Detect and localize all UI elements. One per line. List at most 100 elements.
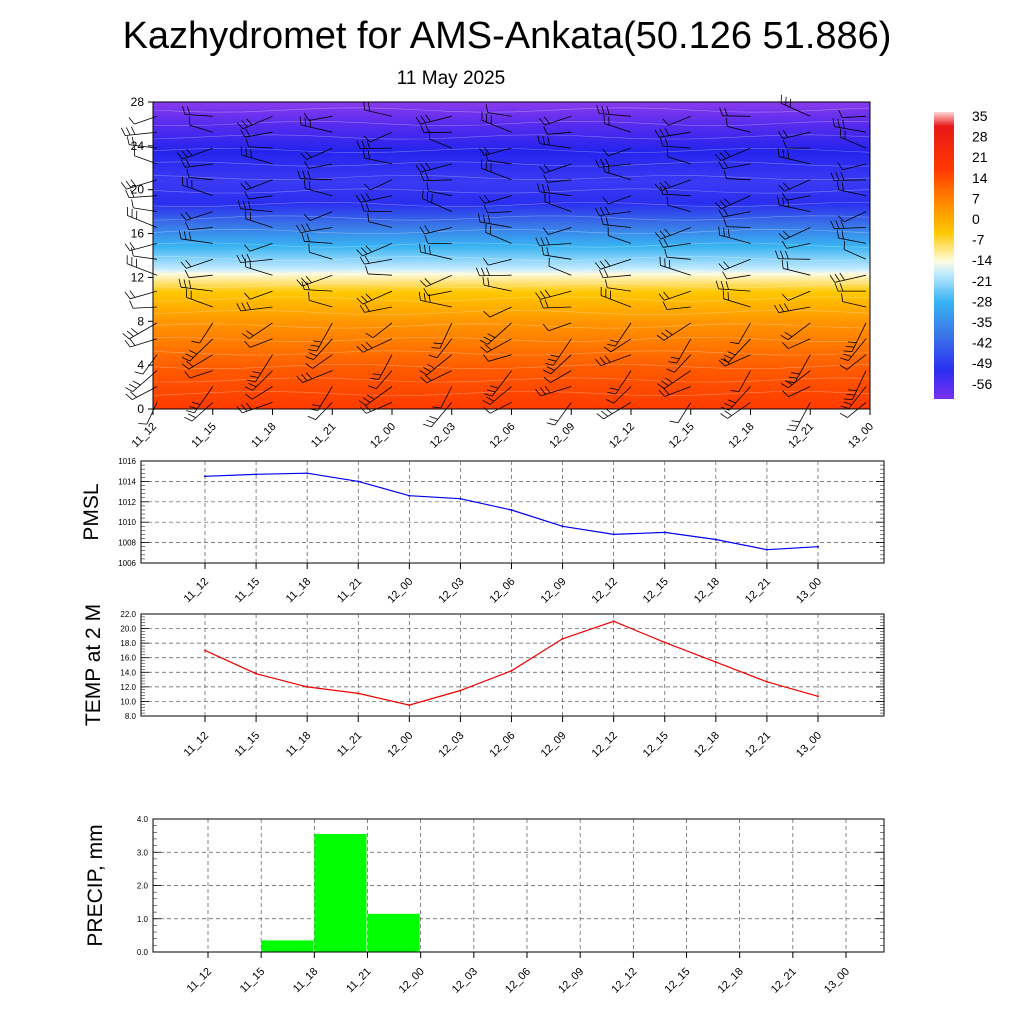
wind-barb <box>428 338 453 359</box>
wind-barb <box>483 402 512 414</box>
wind-barb <box>180 158 213 168</box>
wind-barb <box>415 162 452 173</box>
wind-barb <box>419 274 452 287</box>
wind-barb <box>539 163 572 174</box>
wind-barb <box>356 243 393 257</box>
y-tick-label: 12 <box>131 270 145 284</box>
wind-barb <box>244 243 273 252</box>
wind-barb <box>730 322 751 345</box>
wind-barb <box>356 140 393 150</box>
wind-barb <box>599 269 632 279</box>
x-tick-label: 12_21 <box>769 966 799 996</box>
x-tick-label: 11_18 <box>284 730 314 760</box>
precip-panel: 0.0 1.0 2.0 3.0 4.0 11_12 11_15 11_18 11_21 12_00… <box>84 815 885 996</box>
wind-barb <box>308 291 333 308</box>
isotherm-line <box>152 282 871 288</box>
x-tick-label: 11_12 <box>185 966 215 996</box>
wind-barb <box>420 172 452 182</box>
wind-barb <box>662 115 691 126</box>
wind-barb <box>370 354 393 380</box>
wind-barb <box>363 131 393 143</box>
wind-barb <box>422 190 452 212</box>
data-point <box>714 661 717 664</box>
page-subtitle: 11 May 2025 <box>397 68 505 89</box>
wind-barb <box>723 170 751 181</box>
wind-barb <box>542 354 572 375</box>
y-tick-label: 14.0 <box>120 668 136 677</box>
wind-barb <box>480 338 512 353</box>
wind-barb <box>840 386 867 409</box>
wind-barb <box>236 253 273 264</box>
data-point <box>663 531 666 534</box>
wind-barb <box>242 322 273 339</box>
colorbar-label: -21 <box>972 273 992 289</box>
cross-section-x-axis: 11_12 11_15 11_18 11_21 12_00 12_03 12_06 12_09… <box>130 409 876 451</box>
wind-barb <box>303 160 333 169</box>
wind-barb <box>120 126 158 136</box>
colorbar-label: 7 <box>972 190 980 206</box>
y-tick-label: 8 <box>137 314 144 328</box>
wind-barb <box>481 159 512 181</box>
wind-barb <box>126 206 158 228</box>
isotherm-line <box>152 337 871 343</box>
wind-barb <box>669 402 692 424</box>
wind-barb <box>181 354 214 370</box>
wind-barb <box>720 402 751 419</box>
plot-frame <box>140 613 885 717</box>
x-tick-label: 12_03 <box>450 966 480 996</box>
data-point <box>765 548 768 551</box>
precip-bar <box>314 834 367 952</box>
x-tick-label: 11_21 <box>309 421 339 451</box>
wind-barb <box>184 370 213 379</box>
wind-barb <box>539 115 572 126</box>
wind-barb <box>483 354 512 362</box>
isotherm-line <box>152 120 871 127</box>
wind-barb <box>363 101 393 117</box>
wind-barb <box>184 221 213 230</box>
wind-barb <box>544 193 572 212</box>
wind-barb <box>478 213 512 228</box>
wind-barb <box>654 227 691 240</box>
wind-barb <box>722 271 751 280</box>
data-point <box>255 672 258 675</box>
wind-barb <box>180 258 213 269</box>
wind-barb <box>543 174 572 183</box>
y-tick-label: 1016 <box>118 457 136 466</box>
wind-barb <box>236 115 273 130</box>
data-point <box>459 497 462 500</box>
isotherm-line <box>152 134 871 140</box>
wind-barb <box>777 148 811 165</box>
wind-barb <box>718 160 751 170</box>
y-tick-label: 1008 <box>118 539 136 548</box>
wind-barb <box>176 147 213 160</box>
wind-barbs <box>120 94 867 432</box>
wind-barb <box>482 386 512 405</box>
wind-barb <box>543 370 572 383</box>
wind-barb <box>542 227 572 235</box>
wind-barb <box>305 354 333 369</box>
x-tick-label: 12_00 <box>397 966 427 996</box>
colorbar-ramp <box>934 112 954 399</box>
wind-barb <box>718 208 751 218</box>
wind-barb <box>834 282 866 292</box>
wind-barb <box>138 402 158 425</box>
wind-barb <box>191 322 214 344</box>
wind-barb <box>178 230 213 244</box>
wind-barb <box>537 183 572 197</box>
isotherm-line <box>152 296 871 302</box>
wind-barb <box>244 290 273 300</box>
data-point <box>561 525 564 528</box>
wind-barb <box>786 402 811 432</box>
colorbar-label: 28 <box>972 129 988 145</box>
wind-barb <box>838 109 867 118</box>
wind-barb <box>423 402 453 428</box>
y-tick-label: 18.0 <box>120 639 136 648</box>
wind-barb <box>481 111 512 133</box>
wind-barb <box>654 128 691 138</box>
isotherm-line <box>152 215 871 221</box>
wind-barb <box>780 370 811 389</box>
wind-barb <box>546 402 572 426</box>
x-tick-label: 12_15 <box>663 966 693 996</box>
data-point <box>408 494 411 497</box>
